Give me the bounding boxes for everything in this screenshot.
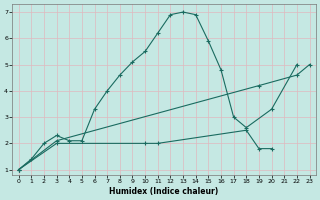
X-axis label: Humidex (Indice chaleur): Humidex (Indice chaleur) (109, 187, 219, 196)
